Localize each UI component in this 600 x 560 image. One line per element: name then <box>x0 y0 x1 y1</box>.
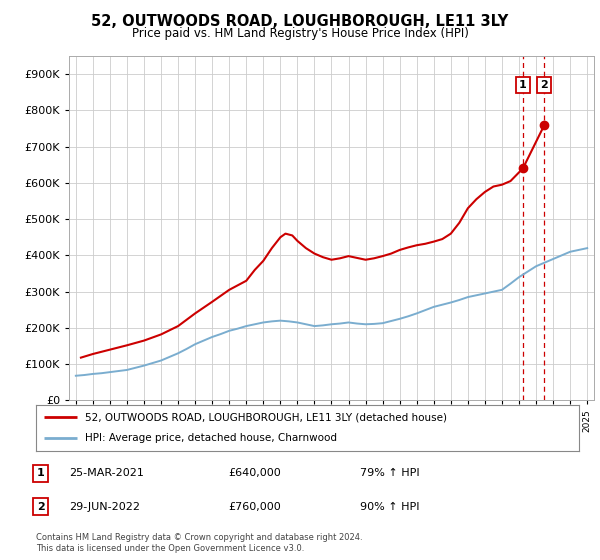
Text: 79% ↑ HPI: 79% ↑ HPI <box>360 468 419 478</box>
Text: 52, OUTWOODS ROAD, LOUGHBOROUGH, LE11 3LY: 52, OUTWOODS ROAD, LOUGHBOROUGH, LE11 3L… <box>91 14 509 29</box>
Text: 29-JUN-2022: 29-JUN-2022 <box>69 502 140 512</box>
Text: 25-MAR-2021: 25-MAR-2021 <box>69 468 144 478</box>
Text: Contains HM Land Registry data © Crown copyright and database right 2024.
This d: Contains HM Land Registry data © Crown c… <box>36 533 362 553</box>
Text: £640,000: £640,000 <box>228 468 281 478</box>
Text: £760,000: £760,000 <box>228 502 281 512</box>
Text: 2: 2 <box>541 80 548 90</box>
Text: 1: 1 <box>519 80 527 90</box>
Text: 1: 1 <box>37 468 44 478</box>
Text: 90% ↑ HPI: 90% ↑ HPI <box>360 502 419 512</box>
Text: 52, OUTWOODS ROAD, LOUGHBOROUGH, LE11 3LY (detached house): 52, OUTWOODS ROAD, LOUGHBOROUGH, LE11 3L… <box>85 412 447 422</box>
Text: HPI: Average price, detached house, Charnwood: HPI: Average price, detached house, Char… <box>85 433 337 444</box>
Text: 2: 2 <box>37 502 44 512</box>
Text: Price paid vs. HM Land Registry's House Price Index (HPI): Price paid vs. HM Land Registry's House … <box>131 27 469 40</box>
